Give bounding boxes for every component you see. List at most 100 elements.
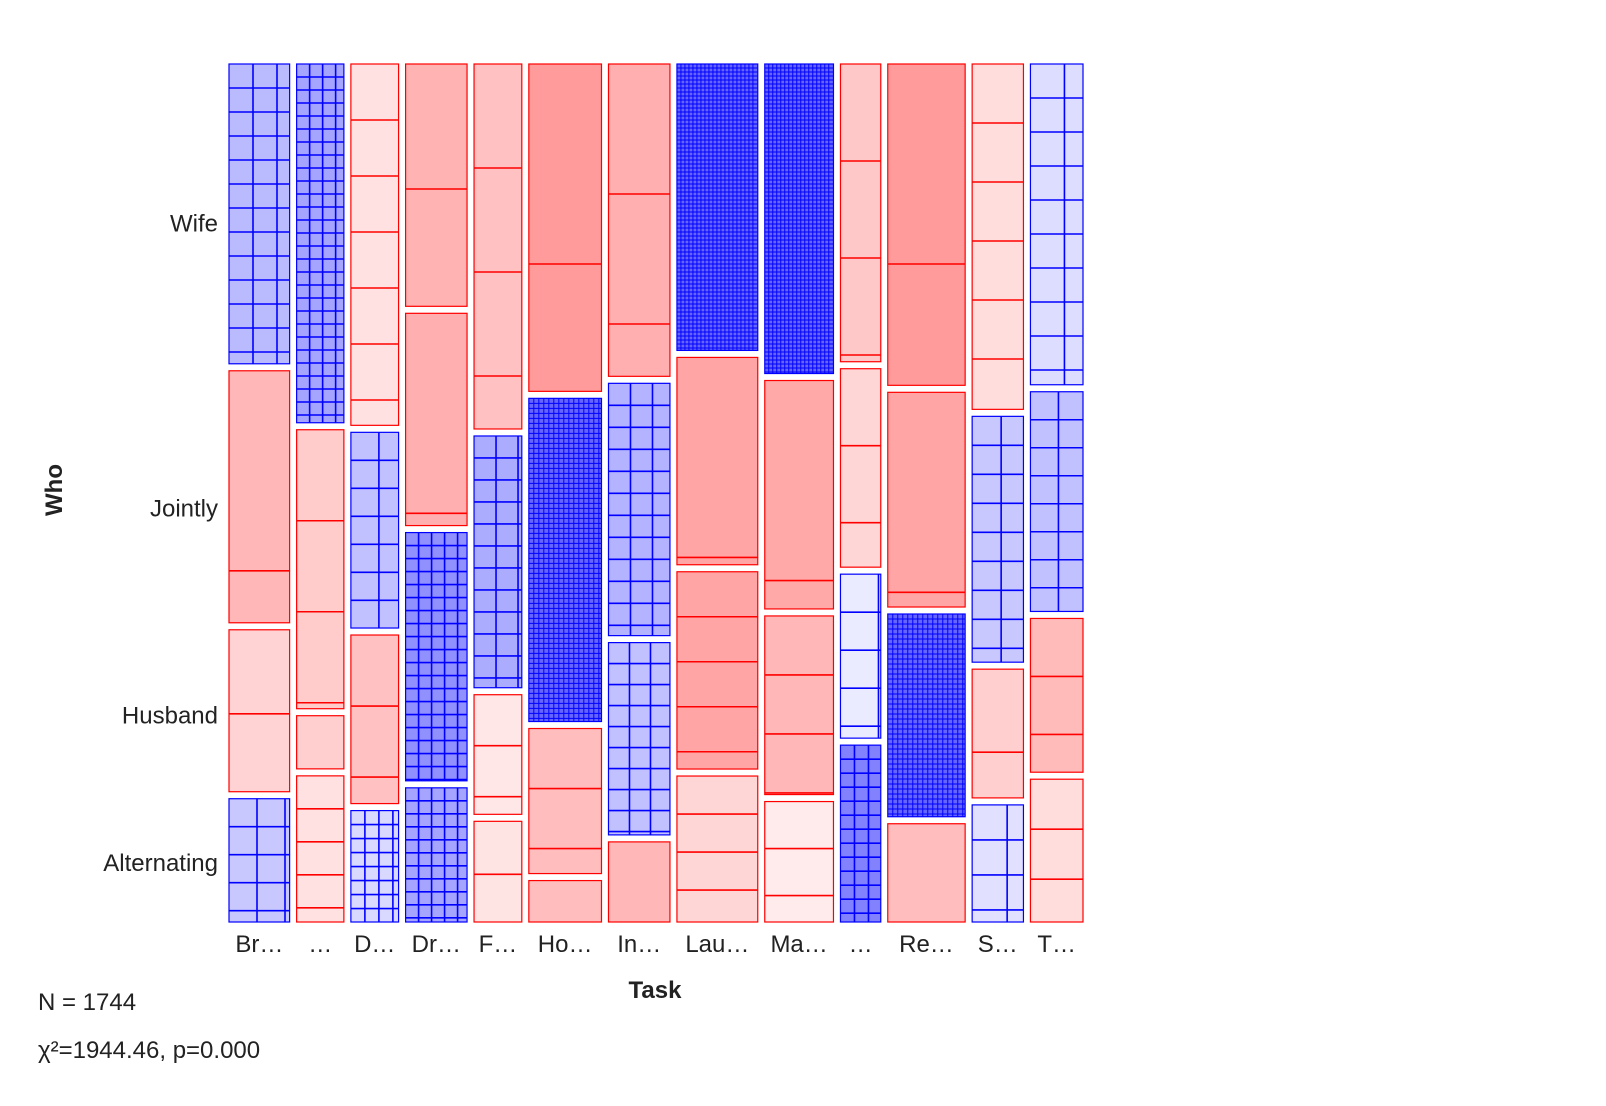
tile-grid-1-1 [296, 519, 344, 704]
tile-0-8 [764, 63, 835, 375]
tile-0-4 [473, 63, 523, 430]
tile-grid-1-2 [350, 432, 399, 629]
tile-0-10 [887, 63, 966, 386]
tile-3-5 [528, 879, 603, 923]
tile-grid-0-1 [296, 64, 344, 423]
tile-2-0 [228, 629, 291, 793]
tile-1-8 [764, 379, 835, 610]
tile-grid-3-7 [676, 813, 758, 891]
x-tick-label: Re… [899, 931, 954, 958]
tile-grid-2-4 [474, 744, 522, 798]
tile-1-1 [296, 429, 345, 710]
tile-grid-3-9 [840, 745, 881, 922]
mosaic-tiles [228, 63, 1084, 923]
tile-1-11 [971, 415, 1025, 663]
tile-grid-3-11 [972, 804, 1024, 922]
tile-grid-0-4 [474, 167, 522, 377]
y-tick-label: Jointly [150, 496, 218, 523]
tile-3-11 [971, 804, 1025, 923]
tile-grid-0-9 [840, 160, 881, 356]
tile-0-6 [607, 63, 671, 377]
tile-grid-1-4 [474, 435, 522, 688]
tile-1-10 [887, 391, 966, 608]
x-axis-title: Task [629, 977, 683, 1004]
tile-grid-0-12 [1030, 64, 1083, 385]
tile-3-1 [296, 775, 345, 923]
tile-grid-2-2 [350, 705, 399, 778]
tile-0-5 [528, 63, 603, 392]
y-axis-title: Who [41, 464, 68, 516]
tile-grid-3-8 [764, 847, 834, 897]
x-tick-label: … [308, 931, 332, 958]
x-tick-label: … [849, 931, 873, 958]
tile-2-5 [528, 727, 603, 875]
x-tick-label: Br… [235, 931, 283, 958]
tile-grid-2-6 [608, 642, 670, 835]
tile-grid-0-7 [676, 64, 758, 351]
tile-3-12 [1029, 778, 1084, 923]
tile-1-2 [350, 431, 400, 629]
tile-grid-2-7 [676, 615, 758, 753]
tile-0-0 [228, 63, 291, 365]
tile-1-5 [528, 397, 603, 723]
tile-0-12 [1029, 63, 1084, 386]
tile-1-9 [839, 368, 882, 568]
tile-grid-1-6 [608, 383, 670, 636]
tile-2-12 [1029, 617, 1084, 773]
tile-1-4 [473, 435, 523, 689]
tile-grid-0-6 [608, 193, 670, 325]
tile-grid-2-9 [840, 574, 881, 739]
tile-2-10 [887, 613, 966, 818]
tile-1-0 [228, 370, 291, 624]
tile-grid-0-8 [764, 64, 834, 374]
tile-grid-2-3 [405, 532, 468, 781]
tile-2-2 [350, 634, 400, 805]
n-label: N = 1744 [38, 989, 137, 1016]
x-tick-label: Lau… [685, 931, 749, 958]
tile-grid-3-1 [296, 808, 344, 909]
x-tick-label: Ma… [770, 931, 827, 958]
tile-0-11 [971, 63, 1025, 410]
tile-1-6 [607, 382, 671, 637]
y-tick-labels: Wife Jointly Husband Alternating [103, 211, 218, 877]
tile-grid-2-10 [887, 614, 966, 817]
y-tick-label: Husband [122, 702, 218, 729]
tile-2-1 [296, 715, 345, 770]
tile-grid-1-9 [840, 444, 881, 524]
tile-0-3 [404, 63, 468, 307]
tile-grid-3-12 [1030, 828, 1083, 881]
tile-2-11 [971, 668, 1025, 799]
tile-0-1 [296, 63, 345, 424]
tile-3-6 [607, 841, 671, 923]
x-tick-label: Ho… [538, 931, 593, 958]
tile-grid-1-12 [1030, 391, 1083, 612]
chi-square-label: χ²=1944.46, p=0.000 [38, 1037, 261, 1064]
tile-0-9 [839, 63, 882, 363]
tile-3-8 [764, 800, 835, 923]
x-tick-label: T… [1037, 931, 1076, 958]
x-tick-labels: Br… … D… Dr… F… Ho… In… Lau… Ma… … Re… S… T… [235, 931, 1076, 958]
tile-grid-2-8 [764, 674, 834, 794]
tile-3-0 [228, 798, 291, 923]
tile-grid-3-0 [229, 798, 290, 922]
tile-grid-2-12 [1030, 675, 1083, 736]
tile-grid-1-5 [528, 398, 602, 722]
tile-3-9 [839, 744, 882, 923]
tile-grid-1-11 [972, 416, 1024, 663]
x-tick-label: S… [978, 931, 1018, 958]
tile-2-4 [473, 694, 523, 815]
tile-2-7 [676, 571, 759, 770]
tile-1-7 [676, 356, 759, 566]
tile-grid-0-2 [350, 119, 399, 401]
tile-grid-3-2 [350, 810, 399, 922]
tile-grid-0-11 [972, 122, 1024, 360]
tile-3-7 [676, 775, 759, 923]
tile-2-9 [839, 573, 882, 739]
tile-0-2 [350, 63, 400, 426]
x-tick-label: D… [354, 931, 395, 958]
x-tick-label: F… [479, 931, 518, 958]
tile-3-4 [473, 820, 523, 923]
tile-grid-0-0 [229, 64, 290, 364]
y-tick-label: Wife [170, 211, 218, 238]
